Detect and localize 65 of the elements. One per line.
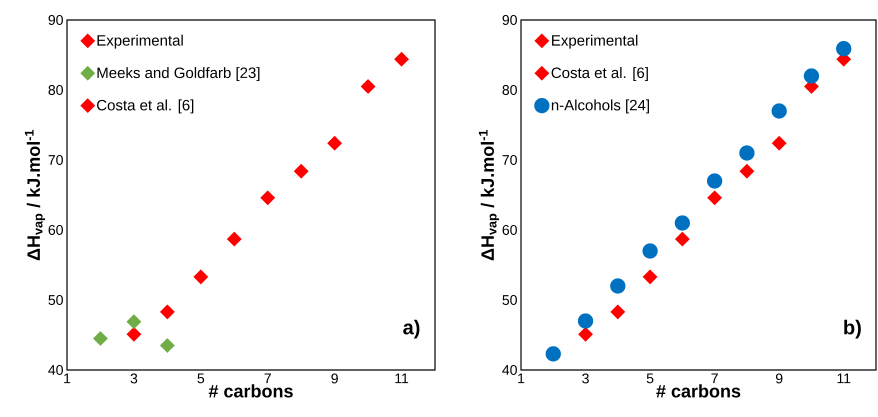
- y-axis-title: ΔH$_{vap}$ / kJ.mol$^{-1}$: [24, 130, 46, 260]
- point: [772, 103, 787, 119]
- x-tick-label: 11: [395, 374, 408, 384]
- y-tick-label: 80: [48, 85, 63, 95]
- annotation: a): [403, 320, 420, 338]
- x-tick-label: 5: [198, 374, 204, 384]
- legend-label: Costa et al. [6]: [552, 67, 648, 82]
- point: [260, 190, 275, 205]
- point: [126, 314, 142, 329]
- point: [707, 190, 722, 205]
- y-tick-label: 40: [48, 365, 63, 375]
- y-tick-label: 80: [502, 85, 517, 95]
- point: [642, 243, 658, 259]
- x-tick-label: 5: [646, 374, 654, 384]
- point: [126, 327, 142, 342]
- x-tick-label: 9: [331, 374, 338, 384]
- annotation: b): [844, 320, 861, 338]
- point: [160, 304, 175, 320]
- point: [578, 327, 593, 342]
- x-tick-label: 1: [64, 374, 70, 384]
- point: [546, 346, 561, 362]
- y-tick-label: 50: [502, 295, 517, 305]
- point: [227, 232, 242, 246]
- legend-label: Meeks and Goldfarb [23]: [97, 67, 260, 82]
- point: [610, 304, 625, 320]
- x-tick-label: 7: [711, 374, 718, 384]
- y-tick-label: 70: [48, 155, 63, 165]
- point: [642, 270, 658, 284]
- point: [93, 331, 108, 346]
- point: [394, 52, 409, 66]
- y-tick-label: 70: [502, 155, 517, 165]
- y-axis-title: ΔH$_{vap}$ / kJ.mol$^{-1}$: [478, 130, 500, 260]
- y-tick-label: 40: [502, 365, 517, 375]
- legend-label: Costa et al. [6]: [97, 99, 194, 114]
- point: [739, 145, 755, 161]
- legend-label: Experimental: [97, 34, 183, 49]
- point: [772, 136, 786, 150]
- x-tick-label: 3: [130, 374, 138, 384]
- point: [675, 232, 690, 246]
- point: [706, 173, 722, 189]
- y-tick-label: 60: [502, 225, 517, 235]
- x-axis-title: # carbons: [656, 384, 740, 398]
- x-tick-label: 9: [776, 374, 782, 384]
- y-tick-label: 90: [48, 15, 63, 25]
- x-tick-label: 11: [838, 374, 850, 384]
- point: [194, 270, 208, 284]
- legend-label: n-Alcohols [24]: [552, 99, 649, 114]
- point: [674, 215, 690, 231]
- x-axis-title: # carbons: [208, 384, 293, 398]
- point: [804, 68, 820, 84]
- y-tick-label: 50: [48, 295, 63, 305]
- point: [294, 164, 308, 178]
- y-tick-label: 60: [48, 225, 63, 235]
- point: [740, 164, 754, 178]
- x-tick-label: 7: [264, 374, 271, 384]
- point: [160, 338, 175, 353]
- point: [578, 313, 594, 329]
- x-tick-label: 3: [582, 374, 589, 384]
- x-tick-label: 1: [518, 374, 524, 384]
- point: [610, 278, 626, 294]
- point: [327, 136, 342, 150]
- point: [360, 79, 376, 94]
- y-tick-label: 90: [502, 15, 517, 25]
- point: [836, 41, 852, 56]
- legend-label: Experimental: [552, 34, 638, 49]
